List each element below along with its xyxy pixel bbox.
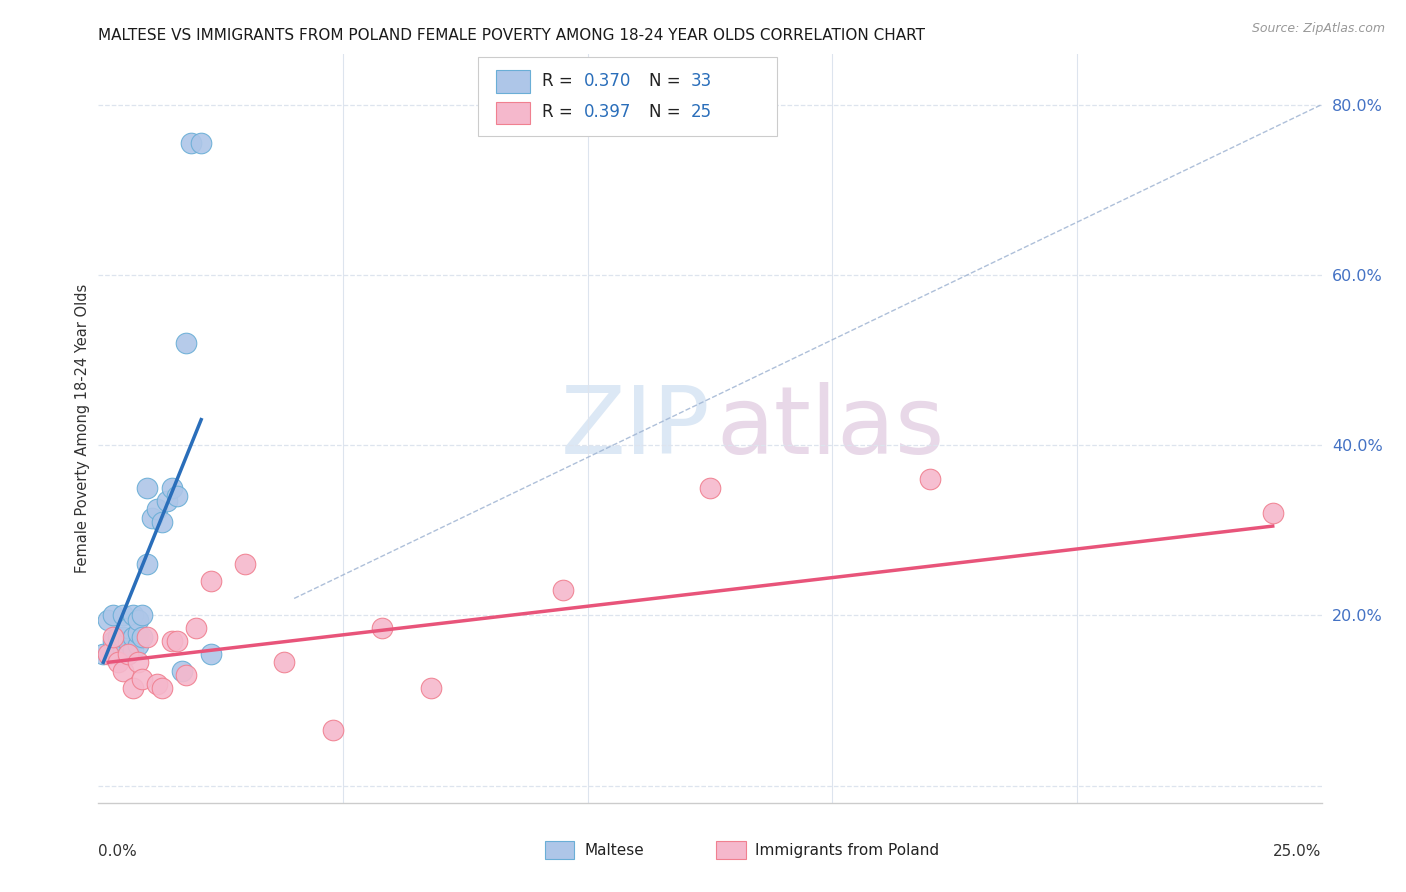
Point [170, 664, 193, 678]
Point [186, 621, 208, 635]
Y-axis label: Female Poverty Among 18-24 Year Olds: Female Poverty Among 18-24 Year Olds [75, 284, 90, 573]
Point [127, 625, 149, 640]
Point [121, 630, 143, 644]
Point [160, 634, 183, 648]
Point [136, 481, 159, 495]
Point [111, 608, 134, 623]
Point [166, 634, 188, 648]
Text: Immigrants from Poland: Immigrants from Poland [755, 843, 939, 857]
Point [553, 582, 575, 597]
Text: 0.370: 0.370 [583, 72, 631, 90]
Point [190, 136, 212, 150]
Text: 25.0%: 25.0% [1274, 844, 1322, 859]
Text: Maltese: Maltese [583, 843, 644, 857]
FancyBboxPatch shape [716, 841, 745, 859]
Point [131, 673, 153, 687]
Point [420, 681, 443, 695]
Point [176, 668, 198, 682]
Text: 33: 33 [690, 72, 711, 90]
Point [146, 502, 169, 516]
Point [156, 493, 179, 508]
Point [111, 664, 134, 678]
Point [233, 558, 256, 572]
Point [146, 676, 169, 690]
Point [121, 642, 143, 657]
Point [117, 621, 139, 635]
Text: 0.397: 0.397 [583, 103, 631, 121]
Text: R =: R = [543, 72, 578, 90]
Point [166, 489, 188, 503]
Point [180, 136, 202, 150]
Point [150, 515, 173, 529]
Text: MALTESE VS IMMIGRANTS FROM POLAND FEMALE POVERTY AMONG 18-24 YEAR OLDS CORRELATI: MALTESE VS IMMIGRANTS FROM POLAND FEMALE… [98, 28, 925, 43]
FancyBboxPatch shape [546, 841, 574, 859]
FancyBboxPatch shape [496, 102, 530, 124]
Point [200, 647, 222, 661]
Point [160, 481, 183, 495]
Point [117, 647, 139, 661]
Point [117, 647, 139, 661]
Text: 25: 25 [690, 103, 711, 121]
Point [111, 630, 134, 644]
Point [127, 613, 149, 627]
Point [136, 630, 159, 644]
Point [131, 630, 153, 644]
Point [97, 613, 120, 627]
Point [101, 630, 124, 644]
Point [273, 655, 295, 669]
Point [117, 634, 139, 648]
Point [371, 621, 394, 635]
Point [127, 655, 149, 669]
Point [699, 481, 721, 495]
Point [97, 647, 120, 661]
Point [107, 630, 129, 644]
Point [101, 634, 124, 648]
Text: N =: N = [648, 103, 686, 121]
Point [920, 472, 942, 486]
Text: 0.0%: 0.0% [98, 844, 138, 859]
Text: Source: ZipAtlas.com: Source: ZipAtlas.com [1251, 22, 1385, 36]
Point [141, 510, 163, 524]
Point [107, 647, 129, 661]
Point [136, 558, 159, 572]
Point [121, 681, 143, 695]
Text: R =: R = [543, 103, 578, 121]
Point [121, 608, 143, 623]
Text: ZIP: ZIP [561, 382, 710, 475]
Point [322, 723, 344, 738]
Text: N =: N = [648, 72, 686, 90]
Point [91, 647, 114, 661]
FancyBboxPatch shape [478, 57, 778, 136]
Point [150, 681, 173, 695]
Point [107, 655, 129, 669]
Point [101, 608, 124, 623]
Point [131, 608, 153, 623]
Point [1261, 506, 1284, 520]
Point [127, 638, 149, 652]
Point [111, 642, 134, 657]
FancyBboxPatch shape [496, 70, 530, 93]
Point [200, 574, 222, 589]
Text: atlas: atlas [716, 382, 945, 475]
Point [176, 336, 198, 351]
